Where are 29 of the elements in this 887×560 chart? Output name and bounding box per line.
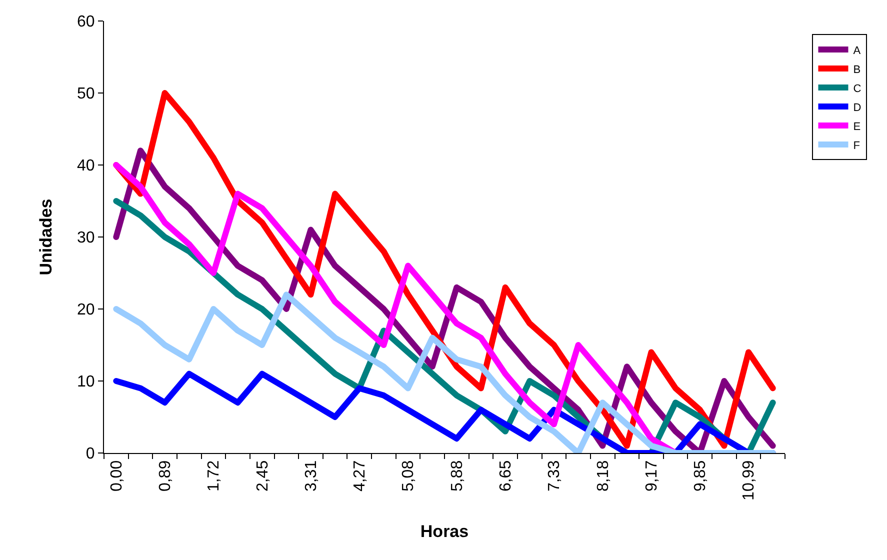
- x-tick-label: 0,00: [108, 460, 126, 492]
- x-tick-label: 6,65: [498, 460, 514, 492]
- x-tick-label: 10,99: [740, 460, 758, 500]
- y-tick-label: 40: [77, 158, 95, 175]
- y-tick-label: 60: [77, 14, 95, 31]
- x-tick-label: 7,33: [546, 460, 564, 492]
- y-tick-label: 20: [77, 302, 95, 319]
- y-tick-label: 30: [77, 230, 95, 247]
- x-tick-label: 8,18: [594, 460, 612, 492]
- legend-label: F: [853, 140, 860, 152]
- x-tick-label: 9,85: [692, 460, 710, 492]
- legend-label: C: [853, 82, 862, 95]
- y-tick-label: 50: [77, 86, 95, 103]
- x-tick-label: 0,89: [157, 460, 174, 492]
- legend-label: E: [853, 120, 861, 133]
- y-axis-title: Unidades: [36, 198, 56, 276]
- legend-label: B: [853, 64, 861, 76]
- x-tick-label: 9,17: [643, 460, 660, 492]
- legend-label: A: [853, 44, 862, 57]
- x-axis-title: Horas: [420, 522, 469, 541]
- x-tick-label: 5,88: [448, 460, 466, 492]
- x-tick-label: 3,31: [302, 460, 320, 492]
- x-tick-label: 4,27: [352, 460, 369, 492]
- legend-label: D: [853, 102, 862, 114]
- x-tick-label: 2,45: [254, 460, 272, 492]
- x-tick-label: 1,72: [206, 460, 223, 492]
- x-tick-label: 5,08: [400, 460, 418, 492]
- y-tick-label: 10: [77, 374, 95, 391]
- y-tick-label: 0: [86, 446, 95, 463]
